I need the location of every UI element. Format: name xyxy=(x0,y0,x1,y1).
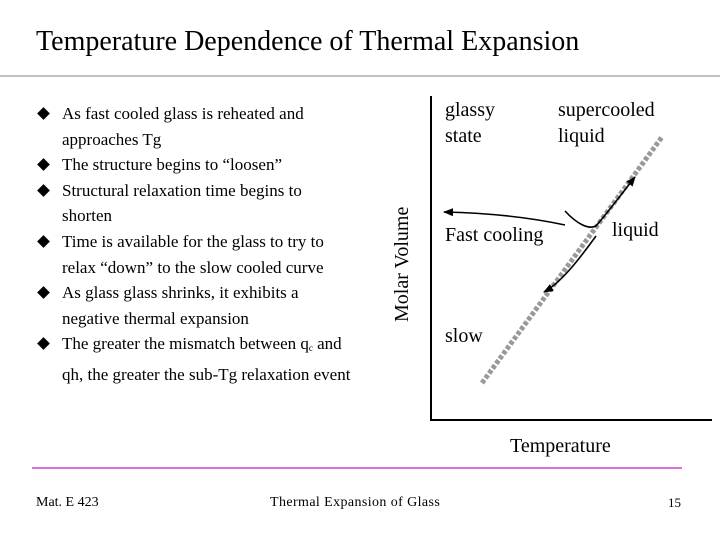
bullet-item: The structure begins to “loosen” xyxy=(36,152,356,178)
bullet-item: As fast cooled glass is reheated and app… xyxy=(36,101,356,152)
bullet-text: The structure begins to “loosen” xyxy=(62,155,282,175)
glassy-state-label: glassy xyxy=(445,99,495,121)
bullet-item: As glass glass shrinks, it exhibits a ne… xyxy=(36,280,356,331)
bullet-item: Time is available for the glass to try t… xyxy=(36,229,356,280)
bullet-text: Time is available for the glass to try t… xyxy=(62,231,324,277)
bullet-text: As fast cooled glass is reheated and app… xyxy=(62,104,304,149)
title-divider xyxy=(0,75,720,77)
liquid-label: liquid xyxy=(612,219,659,241)
bullet-text: As glass glass shrinks, it exhibits a ne… xyxy=(62,283,299,328)
footer-topic: Thermal Expansion of Glass xyxy=(270,495,441,510)
slow-cooling-curve xyxy=(543,235,597,293)
reheating-relaxation-curve xyxy=(564,176,636,228)
bullet-list: As fast cooled glass is reheated and app… xyxy=(36,101,356,388)
bullet-item: The greater the mismatch between qc and … xyxy=(36,331,356,387)
fast-cooling-curve xyxy=(443,208,566,226)
page-number: 15 xyxy=(668,495,681,510)
y-axis-label: Molar Volume xyxy=(391,207,413,322)
fast-cooling-label: Fast cooling xyxy=(445,224,543,246)
bullet-item: Structural relaxation time begins to sho… xyxy=(36,178,356,229)
slide-title: Temperature Dependence of Thermal Expans… xyxy=(36,26,580,57)
footer-divider xyxy=(32,467,682,469)
x-axis-label: Temperature xyxy=(510,435,611,457)
bullet-subscript: c xyxy=(308,343,313,354)
supercooled-liquid-line xyxy=(479,135,665,385)
footer-course: Mat. E 423 xyxy=(36,495,99,510)
bullet-text: Structural relaxation time begins to sho… xyxy=(62,180,302,226)
supercooled-liquid-label: liquid xyxy=(558,125,605,147)
supercooled-liquid-label: supercooled xyxy=(558,99,655,121)
bullet-text-post: and qh, the greater the sub-Tg relaxatio… xyxy=(62,334,351,384)
bullet-text-pre: The greater the mismatch between q xyxy=(62,334,309,354)
glassy-state-label: state xyxy=(445,125,482,147)
slow-label: slow xyxy=(445,325,483,347)
